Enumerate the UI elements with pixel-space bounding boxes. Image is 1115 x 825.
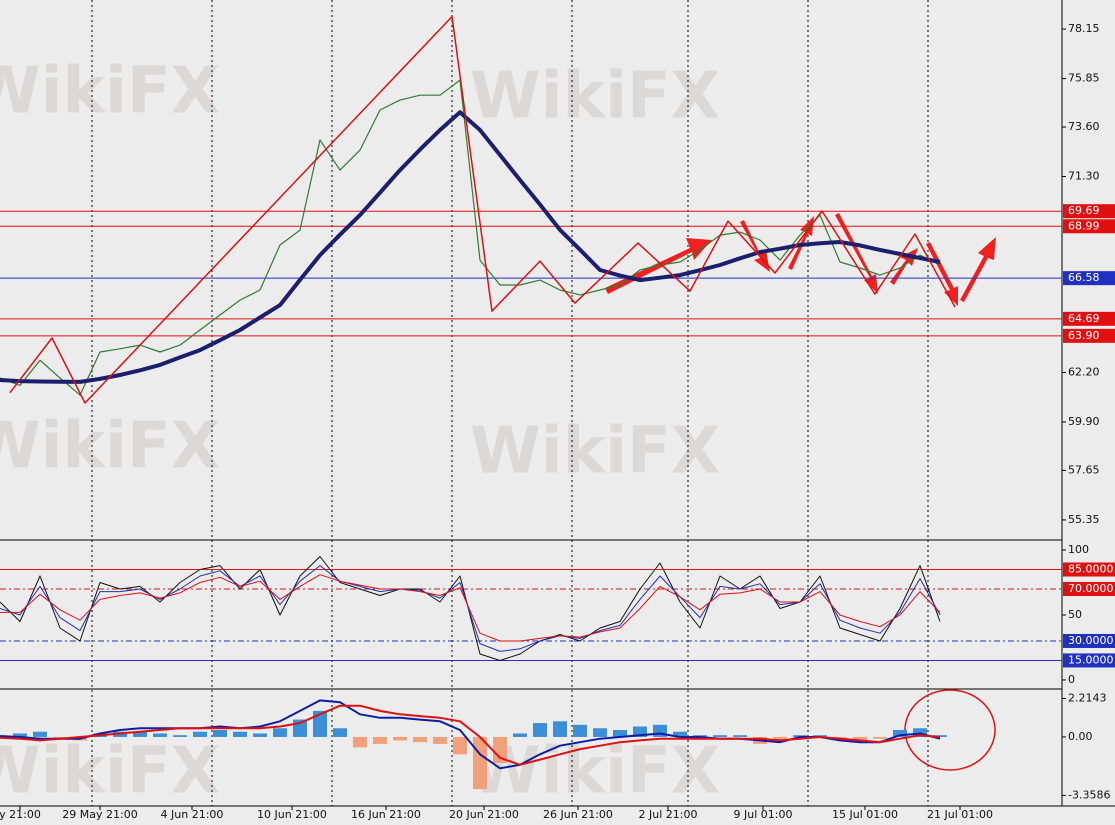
level-label: 68.99 bbox=[1068, 219, 1100, 232]
x-tick-label: y 21:00 bbox=[0, 808, 41, 821]
histogram-bar bbox=[33, 731, 47, 737]
histogram-bar bbox=[393, 736, 407, 741]
watermark: WikiFX bbox=[0, 55, 220, 129]
x-tick-label: 15 Jul 01:00 bbox=[832, 808, 898, 821]
series-line bbox=[0, 699, 941, 770]
y-tick-label: 55.35 bbox=[1068, 513, 1100, 526]
watermark: WikiFX bbox=[0, 735, 220, 809]
x-tick-label: 16 Jun 21:00 bbox=[351, 808, 421, 821]
histogram-bar bbox=[413, 736, 427, 743]
y-tick-label: 0.00 bbox=[1068, 730, 1093, 743]
level-label: 63.90 bbox=[1068, 329, 1100, 342]
histogram-bar bbox=[513, 733, 527, 737]
level-label: 69.69 bbox=[1068, 204, 1100, 217]
histogram-bar bbox=[153, 733, 167, 737]
level-label-box bbox=[1063, 311, 1115, 326]
histogram-bar bbox=[333, 728, 347, 737]
series-line bbox=[0, 79, 941, 396]
histogram-bar bbox=[533, 723, 547, 737]
y-tick-label: 59.90 bbox=[1068, 415, 1100, 428]
x-tick-label: 29 May 21:00 bbox=[62, 808, 137, 821]
frames bbox=[0, 0, 1115, 807]
watermark: WikiFX bbox=[470, 415, 720, 489]
histogram-bar bbox=[873, 736, 887, 739]
y-tick-label: 2.2143 bbox=[1068, 691, 1107, 704]
level-label-box bbox=[1063, 219, 1115, 234]
x-tick-label: 26 Jun 21:00 bbox=[543, 808, 613, 821]
level-label: 66.58 bbox=[1068, 271, 1100, 284]
level-label: 30.0000 bbox=[1068, 634, 1114, 647]
y-tick-label: 0 bbox=[1068, 673, 1075, 686]
histogram-bar bbox=[613, 730, 627, 737]
y-tick-label: 73.60 bbox=[1068, 120, 1100, 133]
series-line bbox=[0, 704, 941, 766]
histogram-bar bbox=[493, 736, 507, 764]
y-tick-label: 50 bbox=[1068, 608, 1082, 621]
series-line bbox=[0, 565, 941, 652]
series-line bbox=[0, 556, 941, 661]
watermark: WikiFX bbox=[0, 410, 220, 484]
x-tick-label: 20 Jun 21:00 bbox=[449, 808, 519, 821]
histogram-bar bbox=[253, 733, 267, 737]
x-tick-label: 4 Jun 21:00 bbox=[161, 808, 224, 821]
level-label: 70.0000 bbox=[1068, 582, 1114, 595]
histogram-bar bbox=[733, 735, 747, 737]
histogram-bar bbox=[893, 730, 907, 737]
x-tick-label: 10 Jun 21:00 bbox=[257, 808, 327, 821]
histogram-bar bbox=[473, 736, 487, 790]
y-tick-label: 78.15 bbox=[1068, 22, 1100, 35]
watermark: WikiFX bbox=[470, 60, 720, 134]
histogram-bar bbox=[13, 733, 27, 737]
level-label: 64.69 bbox=[1068, 312, 1100, 325]
histogram-bar bbox=[373, 736, 387, 744]
y-tick-label: 62.20 bbox=[1068, 365, 1100, 378]
level-label: 15.0000 bbox=[1068, 653, 1114, 666]
histogram-bar bbox=[553, 721, 567, 737]
histogram-bar bbox=[633, 726, 647, 737]
y-tick-label: 75.85 bbox=[1068, 72, 1100, 85]
histogram-bar bbox=[673, 731, 687, 737]
histogram-bar bbox=[173, 735, 187, 737]
series-line bbox=[0, 574, 941, 642]
series-line bbox=[9, 15, 956, 404]
histogram-bar bbox=[273, 728, 287, 737]
level-label-box bbox=[1063, 562, 1115, 577]
histogram-bar bbox=[433, 736, 447, 744]
level-label-box bbox=[1063, 204, 1115, 219]
x-tick-label: 2 Jul 21:00 bbox=[639, 808, 698, 821]
histogram-bar bbox=[593, 728, 607, 737]
y-tick-label: -3.3586 bbox=[1068, 788, 1110, 801]
level-label-box bbox=[1063, 653, 1115, 668]
level-label-box bbox=[1063, 581, 1115, 596]
x-tick-label: 21 Jul 01:00 bbox=[927, 808, 993, 821]
y-tick-label: 100 bbox=[1068, 543, 1089, 556]
y-tick-label: 57.65 bbox=[1068, 463, 1100, 476]
level-label: 85.0000 bbox=[1068, 563, 1114, 576]
histogram-bar bbox=[193, 731, 207, 737]
watermarks: WikiFX WikiFX WikiFX WikiFX WikiFX WikiF… bbox=[0, 55, 720, 809]
histogram-bar bbox=[353, 736, 367, 748]
histogram-bar bbox=[233, 731, 247, 737]
series-line bbox=[0, 110, 941, 384]
histogram-bar bbox=[713, 735, 727, 737]
histogram-bar bbox=[133, 731, 147, 737]
histogram-bar bbox=[313, 710, 327, 737]
histogram-bar bbox=[213, 730, 227, 737]
level-label-box bbox=[1063, 633, 1115, 648]
histogram-bar bbox=[573, 724, 587, 737]
level-label-box bbox=[1063, 328, 1115, 343]
y-tick-label: 71.30 bbox=[1068, 170, 1100, 183]
time-grid bbox=[91, 0, 929, 806]
level-label-box bbox=[1063, 271, 1115, 286]
histogram-bar bbox=[453, 736, 467, 755]
x-tick-label: 9 Jul 01:00 bbox=[734, 808, 793, 821]
